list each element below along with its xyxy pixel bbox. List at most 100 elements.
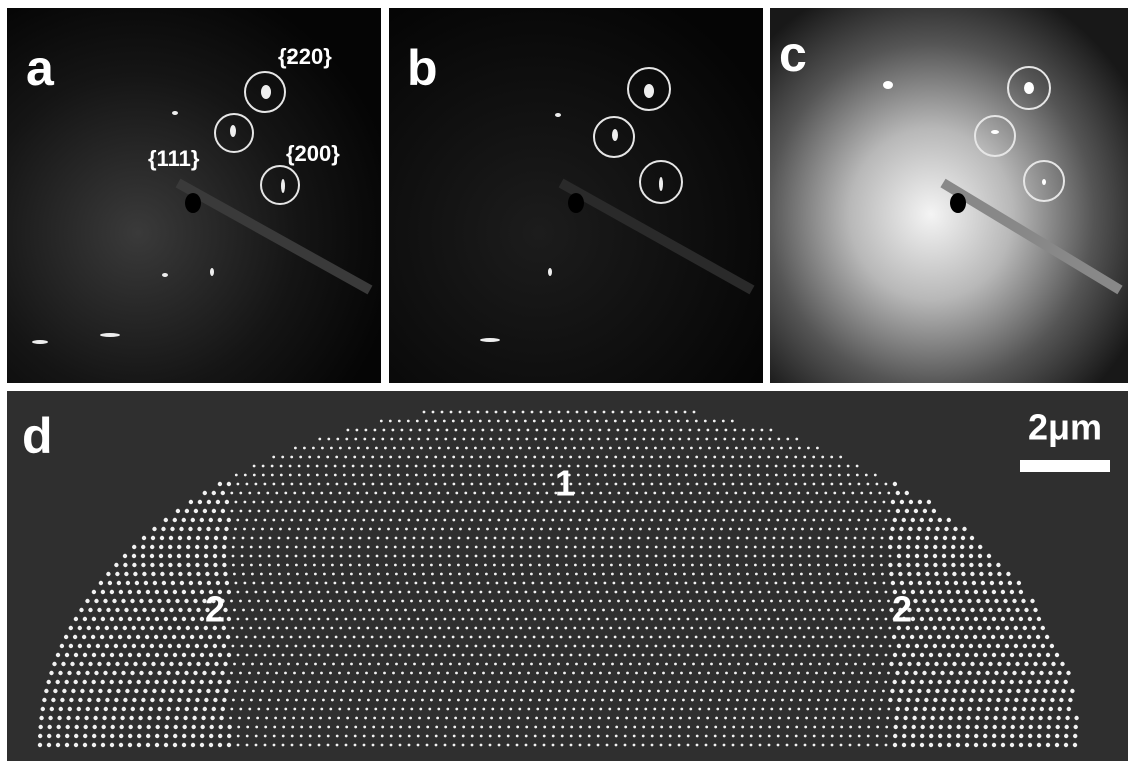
lattice-dot [78,626,82,630]
lattice-dot [801,528,804,531]
lattice-dot [824,492,827,495]
lattice-dot [143,689,147,693]
lattice-dot [177,626,181,630]
lattice-dot [553,717,556,720]
lattice-dot [291,726,294,729]
lattice-dot [356,429,359,432]
lattice-dot [884,519,887,522]
lattice-dot [669,483,672,486]
lattice-dot [327,735,330,738]
lattice-dot [806,600,809,603]
lattice-dot [821,519,824,522]
lattice-dot [756,528,759,531]
lattice-dot [869,708,872,711]
lattice-dot [453,591,456,594]
lattice-dot [620,609,623,612]
lattice-dot [1073,734,1077,738]
lattice-dot [426,654,429,657]
lattice-dot [933,698,937,702]
lattice-dot [365,708,368,711]
lattice-dot [362,681,365,684]
lattice-dot [776,636,779,639]
lattice-dot [344,456,347,459]
lattice-dot [118,635,122,639]
lattice-dot [665,573,668,576]
lattice-dot [138,716,142,720]
lattice-dot [568,582,571,585]
lattice-dot [372,744,375,747]
lattice-dot [133,662,137,666]
lattice-dot [429,447,432,450]
lattice-dot [477,528,480,531]
lattice-dot [860,600,863,603]
lattice-dot [978,644,982,648]
lattice-dot [782,537,785,540]
lattice-dot [938,617,942,621]
lattice-dot [491,492,494,495]
lattice-dot [837,528,840,531]
lattice-dot [955,635,959,639]
lattice-dot [876,483,879,486]
lattice-dot [608,672,611,675]
lattice-dot [512,537,515,540]
lattice-dot [642,591,645,594]
lattice-dot [816,447,819,450]
lattice-dot [230,672,233,675]
lattice-dot [406,582,409,585]
lattice-dot [238,717,241,720]
lattice-dot [636,510,639,513]
lattice-dot [132,554,136,558]
lattice-dot [398,519,401,522]
lattice-dot [692,573,695,576]
lattice-dot [825,510,828,513]
lattice-dot [530,573,533,576]
lattice-dot [249,510,252,513]
lattice-dot [101,617,105,621]
lattice-dot [610,555,613,558]
lattice-dot [606,654,609,657]
lattice-dot [390,735,393,738]
lattice-dot [961,608,965,612]
lattice-dot [102,725,106,729]
lattice-dot [927,500,931,504]
lattice-dot [97,662,101,666]
lattice-dot [534,744,537,747]
lattice-dot [408,591,411,594]
lattice-dot [222,563,226,567]
lattice-dot [855,690,858,693]
lattice-dot [173,734,177,738]
lattice-dot [437,492,440,495]
lattice-dot [906,554,910,558]
lattice-dot [561,744,564,747]
lattice-dot [979,572,983,576]
lattice-dot [426,618,429,621]
lattice-dot [563,708,566,711]
lattice-dot [459,690,462,693]
lattice-dot [752,672,755,675]
lattice-dot [455,429,458,432]
lattice-dot [822,483,825,486]
lattice-dot [280,582,283,585]
lattice-dot [844,564,847,567]
lattice-dot [956,617,960,621]
lattice-dot [443,456,446,459]
lattice-dot [396,690,399,693]
lattice-dot [115,572,119,576]
lattice-dot [332,609,335,612]
lattice-dot [345,735,348,738]
lattice-dot [397,474,400,477]
lattice-dot [793,465,796,468]
lattice-dot [39,716,43,720]
lattice-dot [915,545,919,549]
lattice-dot [563,429,566,432]
lattice-dot [992,680,996,684]
lattice-dot [873,528,876,531]
lattice-dot [343,582,346,585]
lattice-dot [752,492,755,495]
lattice-dot [770,708,773,711]
lattice-dot [604,501,607,504]
lattice-dot [591,510,594,513]
lattice-dot [325,474,328,477]
lattice-dot [727,546,730,549]
lattice-dot [462,618,465,621]
